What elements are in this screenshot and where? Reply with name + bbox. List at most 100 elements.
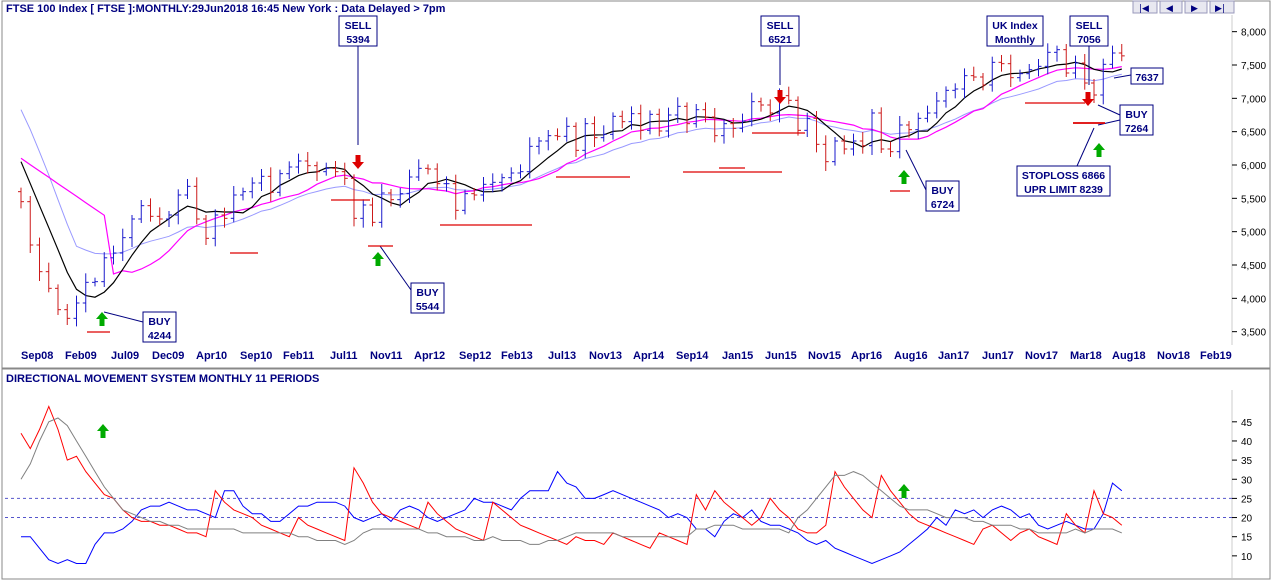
annotation-buy-7264-text: BUY — [1125, 109, 1147, 121]
annotation-buy-7264: BUY 7264 — [1119, 104, 1154, 136]
x-tick-label: Apr14 — [633, 350, 665, 362]
sell-arrow-2-stem — [777, 90, 783, 97]
x-tick-label: Feb13 — [501, 350, 533, 362]
indicator-ytick-label: 20 — [1241, 514, 1253, 525]
annotation-sell-7056-frame — [1069, 15, 1109, 47]
indicator-y-axis: 10 15 20 25 30 35 40 45 — [5, 418, 1253, 563]
signal-annotations: SELL 5394 SELL 6521 UK Index Monthly SELL 7056 B… — [87, 15, 1164, 343]
price-ytick-label: 5,500 — [1241, 194, 1266, 205]
ma-short-line — [20, 61, 1122, 298]
annotation-stoploss-text: UPR LIMIT 8239 — [1024, 184, 1103, 196]
price-ytick-label: 7,000 — [1241, 94, 1266, 105]
annotation-uk-index-text: UK Index — [992, 20, 1038, 32]
buy-arrow-2-stem — [375, 259, 381, 266]
x-tick-label: Sep08 — [21, 350, 53, 362]
x-tick-label: Feb19 — [1200, 350, 1232, 362]
indicator-ytick-label: 30 — [1241, 475, 1253, 486]
annotation-uk-index-frame — [986, 15, 1044, 47]
annotation-uk-index-text: Monthly — [995, 34, 1035, 46]
buy-arrow-3 — [898, 170, 910, 184]
nav-first-icon: |◀ — [1139, 4, 1149, 14]
last-price-leader — [1113, 74, 1132, 79]
x-tick-label: Jul13 — [548, 350, 576, 362]
x-tick-label: Nov17 — [1025, 350, 1058, 362]
price-panel-border — [1, 0, 1271, 369]
indicator-arrows — [97, 424, 910, 498]
x-tick-label: Sep12 — [459, 350, 491, 362]
indicator-buy-arrow-1-head — [97, 424, 109, 431]
nav-last-icon: ▶| — [1215, 4, 1225, 14]
nav-next-button[interactable]: ▶ — [1184, 0, 1208, 14]
annotation-uk-index: UK Index Monthly — [986, 15, 1044, 47]
nav-last-button[interactable]: ▶| — [1209, 0, 1235, 14]
navigation-buttons: |◀ ◀ ▶ ▶| — [1132, 0, 1235, 14]
x-tick-label: Aug18 — [1112, 350, 1146, 362]
nav-first-button[interactable]: |◀ — [1132, 0, 1158, 14]
x-tick-label: Jul11 — [330, 350, 358, 362]
buy-arrow-1-head — [96, 312, 108, 319]
sell-arrow-1-stem — [355, 155, 361, 162]
annotation-buy-4244-text: 4244 — [148, 330, 172, 342]
x-tick-label: Jan17 — [938, 350, 969, 362]
price-ytick-label: 3,500 — [1241, 328, 1266, 339]
annotation-buy-6724-text: 6724 — [931, 199, 955, 211]
annotation-buy-4244: BUY 4244 — [142, 311, 177, 343]
annotation-sell-6521: SELL 6521 — [760, 15, 800, 47]
x-tick-label: Jun17 — [982, 350, 1014, 362]
x-tick-label: Dec09 — [152, 350, 184, 362]
minus-di-line — [20, 405, 1123, 549]
annotation-sell-5394: SELL 5394 — [338, 15, 378, 47]
annotation-sell-7056: SELL 7056 — [1069, 15, 1109, 47]
annotation-stoploss-frame — [1016, 165, 1111, 197]
indicator-ytick-label: 35 — [1241, 456, 1253, 467]
price-ytick-label: 4,000 — [1241, 294, 1266, 305]
annotation-buy-7264-leader — [1097, 104, 1121, 116]
nav-next-icon: ▶ — [1191, 4, 1198, 14]
x-tick-label: Feb09 — [65, 350, 97, 362]
moving-averages — [20, 61, 1122, 298]
adx-line — [20, 417, 1122, 545]
last-price-box: 7637 — [1130, 67, 1164, 85]
annotation-sell-5394-text: SELL — [345, 20, 372, 32]
sell-arrow-3-stem — [1085, 92, 1091, 99]
price-y-axis: 3,500 4,000 4,500 5,000 5,500 6,000 6,500 7,000… — [1232, 28, 1266, 339]
nav-prev-icon: ◀ — [1166, 4, 1173, 14]
chart-title: FTSE 100 Index [ FTSE ]:MONTHLY:29Jun201… — [6, 3, 446, 15]
buy-arrow-4 — [1093, 143, 1105, 157]
annotation-buy-7264-leader-2 — [1097, 119, 1121, 126]
annotation-buy-6724: BUY 6724 — [925, 180, 960, 212]
sell-arrow-3-head — [1082, 99, 1094, 106]
annotation-buy-7264-text: 7264 — [1125, 123, 1149, 135]
nav-prev-button[interactable]: ◀ — [1159, 0, 1183, 14]
indicator-panel-border — [1, 368, 1271, 580]
x-tick-label: Apr16 — [851, 350, 882, 362]
sell-arrow-1 — [352, 155, 364, 169]
price-ytick-label: 6,500 — [1241, 128, 1266, 139]
sell-arrow-3 — [1082, 92, 1094, 106]
price-ytick-label: 4,500 — [1241, 261, 1266, 272]
annotation-stoploss-text: STOPLOSS 6866 — [1022, 170, 1105, 182]
indicator-buy-arrow-1-stem — [100, 431, 106, 438]
indicator-ytick-label: 40 — [1241, 437, 1253, 448]
annotation-sell-6521-frame — [760, 15, 800, 47]
buy-arrow-2-head — [372, 252, 384, 259]
annotation-buy-4244-text: BUY — [148, 316, 170, 328]
x-tick-label: Jun15 — [765, 350, 797, 362]
sell-arrow-2 — [774, 90, 786, 104]
annotation-buy-6724-text: BUY — [931, 185, 953, 197]
x-tick-label: Aug16 — [894, 350, 928, 362]
annotation-buy-4244-leader — [103, 311, 144, 323]
x-tick-label: Feb11 — [283, 350, 314, 362]
annotation-buy-6724-leader — [905, 149, 927, 191]
x-tick-label: Sep10 — [240, 350, 272, 362]
annotation-sell-7056-text: 7056 — [1077, 34, 1101, 46]
annotation-buy-6724-frame — [925, 180, 960, 212]
x-tick-label: Jan15 — [722, 350, 753, 362]
indicator-buy-arrow-2 — [898, 484, 910, 498]
x-tick-label: Sep14 — [676, 350, 709, 362]
price-ytick-label: 7,500 — [1241, 61, 1266, 72]
annotation-buy-5544-frame — [410, 282, 445, 314]
annotation-buy-5544-text: 5544 — [416, 301, 440, 313]
